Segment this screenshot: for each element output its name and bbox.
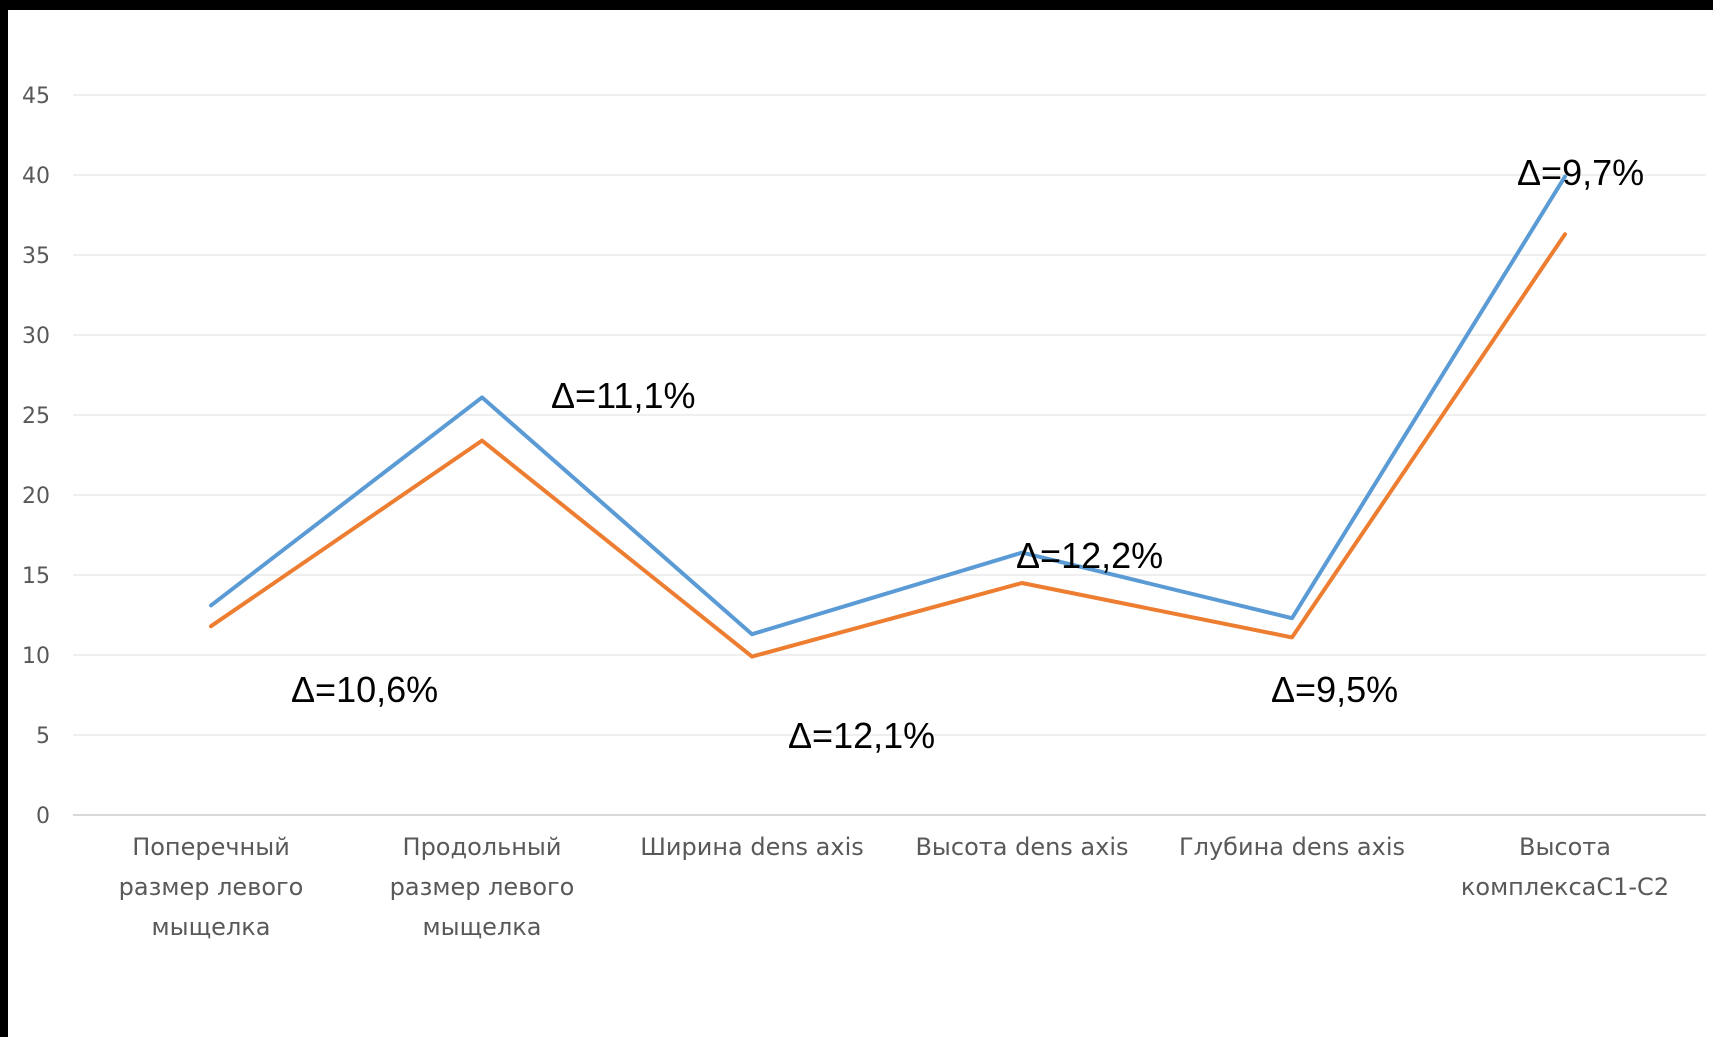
- series-line-2: [209, 232, 1567, 659]
- y-tick-label: 35: [22, 244, 50, 269]
- y-tick-label: 40: [22, 164, 50, 189]
- y-tick-label: 20: [22, 484, 50, 509]
- x-category-label-line: мыщелка: [152, 913, 271, 941]
- delta-annotation: Δ=12,2%: [1016, 535, 1163, 576]
- delta-annotation: Δ=9,7%: [1517, 152, 1644, 193]
- y-tick-label: 25: [22, 404, 50, 429]
- x-axis-category-labels: Поперечный размер левого мыщелкаПродольный…: [119, 833, 1669, 941]
- delta-annotation: Δ=9,5%: [1271, 669, 1398, 710]
- delta-annotation: Δ=11,1%: [551, 375, 695, 416]
- x-category-label: Глубина dens axis: [1179, 833, 1405, 861]
- delta-annotation: Δ=10,6%: [291, 669, 438, 710]
- x-category-label: Продольный размер левого мыщелка: [390, 833, 575, 941]
- x-category-label-line: Поперечный: [132, 833, 290, 861]
- x-category-label-line: Продольный: [403, 833, 562, 861]
- x-category-label-line: Ширина dens axis: [640, 833, 864, 861]
- x-category-label: Ширина dens axis: [640, 833, 864, 861]
- x-category-label: Высота комплексаС1-С2: [1461, 833, 1669, 901]
- gridlines: [73, 94, 1706, 816]
- y-tick-label: 30: [22, 324, 50, 349]
- delta-annotation: Δ=12,1%: [788, 715, 935, 756]
- x-category-label-line: размер левого: [119, 873, 304, 901]
- x-category-label-line: Глубина dens axis: [1179, 833, 1405, 861]
- x-category-label-line: Высота: [1519, 833, 1611, 861]
- x-category-label-line: комплексаС1-С2: [1461, 873, 1669, 901]
- x-category-label: Поперечный размер левого мыщелка: [119, 833, 304, 941]
- chart-panel: 0 5 10 15 20 25 30 35 40 45 Поперечный размер лево…: [8, 10, 1713, 1037]
- y-tick-label: 5: [36, 724, 50, 749]
- delta-annotations: Δ=10,6% Δ=11,1% Δ=12,1% Δ=12,2% Δ=9,5% Δ=9,7%: [291, 152, 1644, 756]
- x-category-label-line: размер левого: [390, 873, 575, 901]
- series-lines: [209, 174, 1567, 659]
- x-category-label: Высота dens axis: [915, 833, 1128, 861]
- y-tick-label: 0: [36, 804, 50, 829]
- y-tick-label: 10: [22, 644, 50, 669]
- y-tick-label: 45: [22, 84, 50, 109]
- line-chart: 0 5 10 15 20 25 30 35 40 45 Поперечный размер лево…: [22, 84, 1706, 941]
- x-category-label-line: Высота dens axis: [915, 833, 1128, 861]
- y-axis-tick-labels: 0 5 10 15 20 25 30 35 40 45: [22, 84, 50, 829]
- series-line-1: [209, 174, 1567, 637]
- y-tick-label: 15: [22, 564, 50, 589]
- x-category-label-line: мыщелка: [423, 913, 542, 941]
